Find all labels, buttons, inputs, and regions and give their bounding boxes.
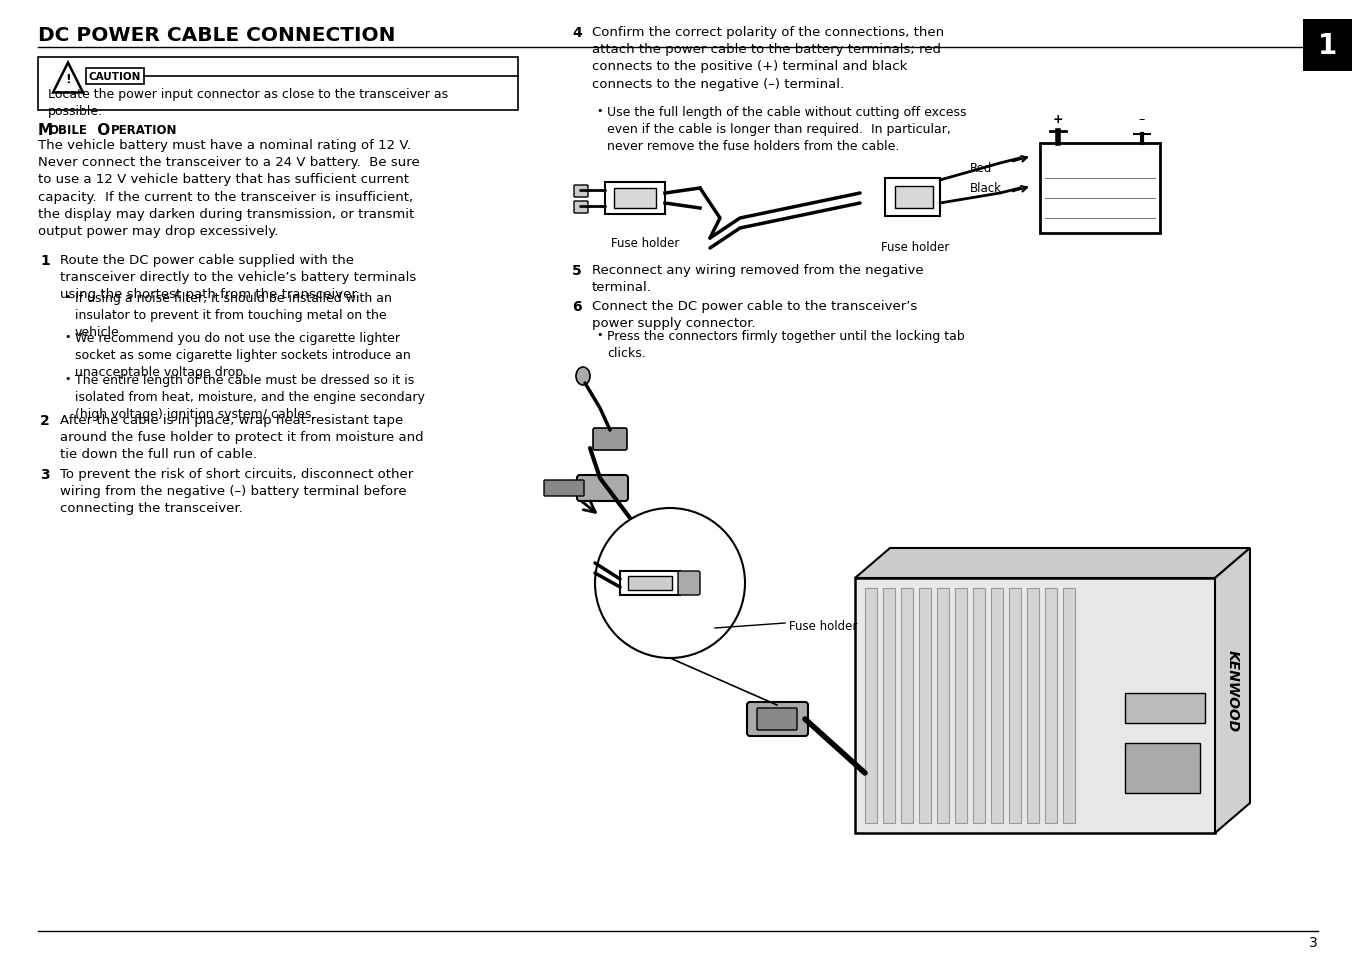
Text: The entire length of the cable must be dressed so it is
isolated from heat, mois: The entire length of the cable must be d…: [74, 374, 425, 420]
Text: To prevent the risk of short circuits, disconnect other
wiring from the negative: To prevent the risk of short circuits, d…: [59, 468, 414, 515]
Bar: [895, 187, 933, 209]
Text: •: •: [596, 330, 603, 339]
Text: 1: 1: [1318, 32, 1337, 60]
Text: •: •: [64, 292, 70, 302]
Text: •: •: [596, 106, 603, 116]
Bar: [1009, 588, 1021, 823]
Text: Locate the power input connector as close to the transceiver as
possible.: Locate the power input connector as clos…: [49, 88, 448, 118]
Text: Fuse holder: Fuse holder: [611, 236, 679, 250]
FancyBboxPatch shape: [577, 476, 627, 501]
Text: The vehicle battery must have a nominal rating of 12 V.
Never connect the transc: The vehicle battery must have a nominal …: [38, 139, 419, 237]
Text: M: M: [38, 123, 53, 138]
Text: If using a noise filter, it should be installed with an
insulator to prevent it : If using a noise filter, it should be in…: [74, 292, 392, 338]
Text: Connect the DC power cable to the transceiver’s
power supply connector.: Connect the DC power cable to the transc…: [592, 299, 917, 330]
Bar: [1125, 693, 1205, 723]
Ellipse shape: [576, 368, 589, 386]
Text: 1: 1: [41, 253, 50, 268]
Bar: [883, 588, 895, 823]
Text: 5: 5: [572, 264, 581, 277]
Bar: [900, 588, 913, 823]
Text: Fuse holder: Fuse holder: [790, 618, 857, 632]
Bar: [937, 588, 949, 823]
FancyBboxPatch shape: [677, 572, 700, 596]
FancyBboxPatch shape: [757, 708, 796, 730]
Text: !: !: [65, 73, 70, 86]
Bar: [886, 179, 940, 216]
FancyBboxPatch shape: [575, 186, 588, 198]
Bar: [627, 577, 672, 590]
Text: We recommend you do not use the cigarette lighter
socket as some cigarette light: We recommend you do not use the cigarett…: [74, 332, 411, 378]
Bar: [1040, 144, 1160, 233]
Bar: [991, 588, 1003, 823]
Text: Confirm the correct polarity of the connections, then
attach the power cable to : Confirm the correct polarity of the conn…: [592, 26, 944, 91]
Text: 6: 6: [572, 299, 581, 314]
Text: 2: 2: [41, 414, 50, 428]
Bar: [604, 183, 665, 214]
Bar: [38, 58, 518, 111]
Text: CAUTION: CAUTION: [89, 71, 141, 81]
Polygon shape: [1215, 548, 1251, 833]
Text: After the cable is in place, wrap heat-resistant tape
around the fuse holder to : After the cable is in place, wrap heat-r…: [59, 414, 423, 461]
Bar: [1125, 743, 1201, 793]
Bar: [614, 189, 656, 209]
Text: +: +: [1053, 112, 1063, 126]
Text: Fuse holder: Fuse holder: [880, 241, 949, 253]
Bar: [621, 572, 680, 596]
Text: Route the DC power cable supplied with the
transceiver directly to the vehicle’s: Route the DC power cable supplied with t…: [59, 253, 416, 301]
Bar: [1045, 588, 1057, 823]
FancyBboxPatch shape: [575, 202, 588, 213]
Bar: [1028, 588, 1038, 823]
FancyBboxPatch shape: [544, 480, 584, 497]
Text: OBILE: OBILE: [49, 124, 87, 137]
Text: 3: 3: [1309, 935, 1318, 949]
Text: 3: 3: [41, 468, 50, 481]
Text: 4: 4: [572, 26, 581, 40]
Text: Press the connectors firmly together until the locking tab
clicks.: Press the connectors firmly together unt…: [607, 330, 965, 359]
Text: Black: Black: [969, 182, 1002, 195]
Bar: [1303, 20, 1352, 71]
Text: PERATION: PERATION: [111, 124, 177, 137]
Text: O: O: [92, 123, 111, 138]
Text: Use the full length of the cable without cutting off excess
even if the cable is: Use the full length of the cable without…: [607, 106, 967, 152]
Bar: [919, 588, 932, 823]
Bar: [973, 588, 986, 823]
Bar: [854, 578, 1215, 833]
Bar: [955, 588, 967, 823]
Circle shape: [595, 509, 745, 659]
Polygon shape: [854, 548, 1251, 578]
Text: Reconnect any wiring removed from the negative
terminal.: Reconnect any wiring removed from the ne…: [592, 264, 923, 294]
Bar: [865, 588, 877, 823]
FancyBboxPatch shape: [594, 429, 627, 451]
Text: DC POWER CABLE CONNECTION: DC POWER CABLE CONNECTION: [38, 26, 396, 45]
Text: KENWOOD: KENWOOD: [1226, 650, 1240, 732]
FancyBboxPatch shape: [748, 702, 808, 737]
Bar: [87, 69, 145, 85]
Text: –: –: [1138, 112, 1145, 126]
Polygon shape: [53, 64, 82, 93]
Text: Red: Red: [969, 162, 992, 175]
Text: •: •: [64, 374, 70, 384]
Text: •: •: [64, 332, 70, 341]
Bar: [1063, 588, 1075, 823]
